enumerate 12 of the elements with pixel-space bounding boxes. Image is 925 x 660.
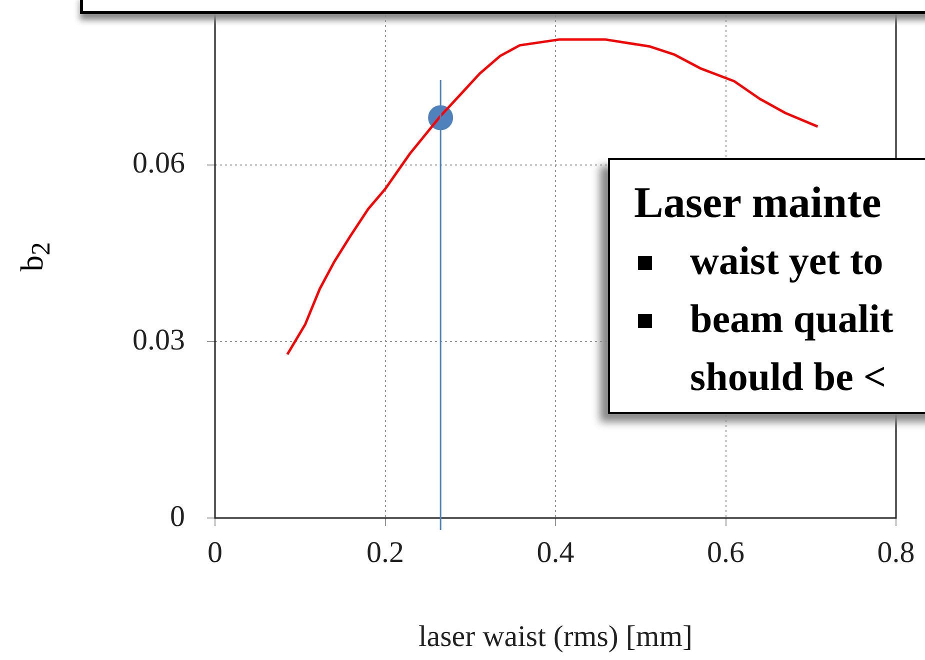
x-axis-title: laser waist (rms) [mm] <box>418 620 693 653</box>
x-tick-label: 0.6 <box>707 536 744 569</box>
x-tick-label: 0.8 <box>877 536 915 569</box>
y-tick-label: 0.03 <box>132 323 185 356</box>
x-tick-label: 0.4 <box>536 536 574 569</box>
annotation: Laser mainte <box>634 177 882 229</box>
y-tick-label: 0 <box>170 500 185 533</box>
x-tick-label: 0.2 <box>366 536 404 569</box>
annotation: waist yet to <box>634 232 925 290</box>
annotation: beam qualit should be < <box>634 290 925 406</box>
y-tick-label: 0.06 <box>132 146 185 180</box>
x-tick-label: 0 <box>208 536 222 569</box>
